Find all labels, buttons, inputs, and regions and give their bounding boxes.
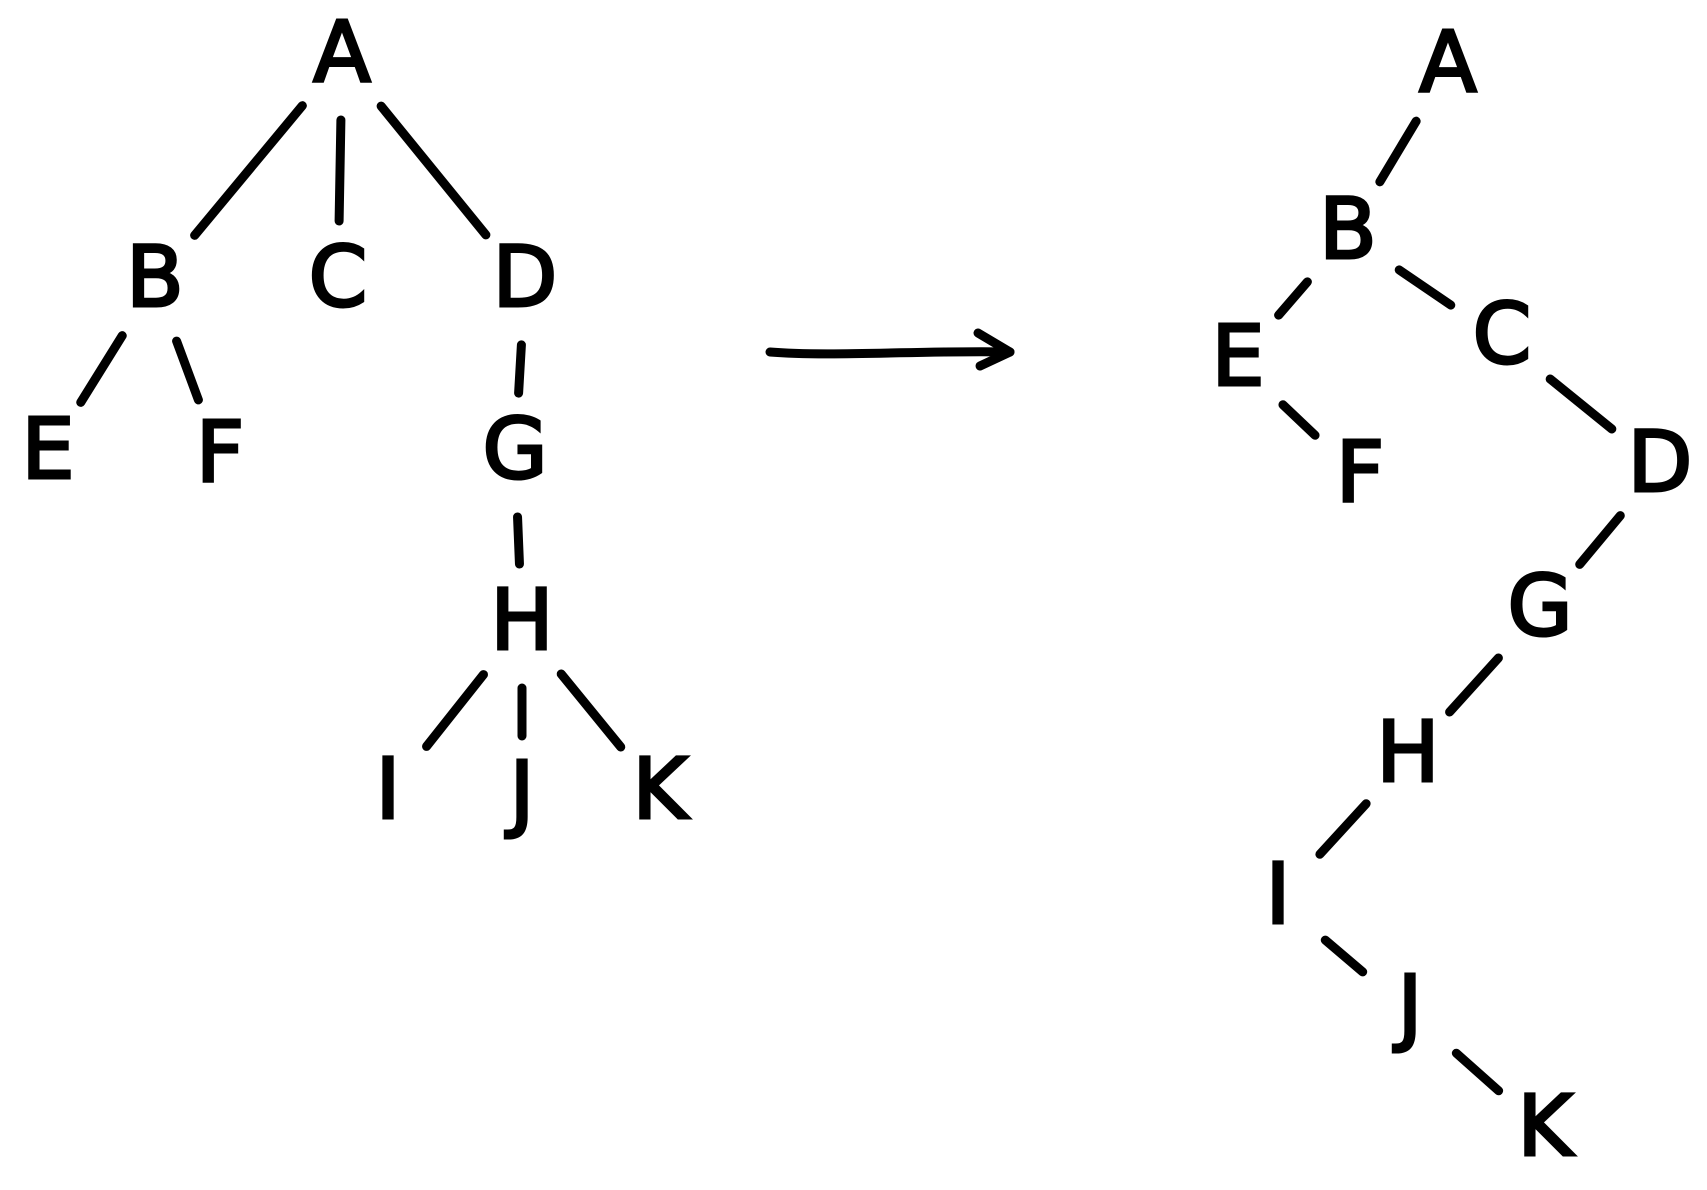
general-node-a: A [313,3,370,101]
binary-edge-b-e [1274,277,1312,320]
binary-edge-g-h [1445,653,1503,717]
general-node-j: J [505,743,535,841]
binary-node-h: H [1376,703,1439,801]
binary-edge-j-k [1451,1048,1504,1096]
binary-node-i: I [1266,845,1291,943]
general-node-e: E [21,400,74,498]
general-edge-b-e [76,331,127,407]
general-node-k: K [632,740,689,838]
general-edge-a-b [190,101,307,240]
binary-edge-i-j [1320,935,1368,977]
binary-edge-b-c [1394,265,1456,310]
binary-node-e: E [1211,307,1264,405]
general-edge-h-k [556,669,626,752]
binary-node-j: J [1393,957,1423,1055]
binary-edge-a-b [1375,116,1421,187]
general-node-d: D [493,228,558,326]
binary-node-d: D [1628,413,1693,511]
right-arrow-icon [765,328,1015,371]
binary-edge-c-d [1545,374,1617,434]
binary-edge-d-g [1575,511,1625,569]
general-node-f: F [196,403,244,501]
general-node-b: B [126,228,184,326]
binary-node-g: G [1507,557,1572,655]
general-edge-h-i [422,670,488,751]
binary-edge-e-f [1278,400,1320,440]
binary-node-f: F [1336,423,1384,521]
general-node-g: G [482,400,547,498]
general-edge-d-g [514,340,526,398]
binary-node-k: K [1517,1077,1574,1175]
general-edge-a-c [334,115,346,226]
general-node-i: I [376,740,401,838]
binary-edge-h-i [1315,799,1371,859]
general-node-c: C [309,228,368,326]
binary-node-a: A [1419,13,1476,111]
general-edge-g-h [513,512,524,569]
general-edge-a-d [376,101,491,240]
general-tree: A B C D E F GHI J K [20,1,691,842]
binary-node-b: B [1319,180,1377,278]
general-edge-b-f [172,336,203,405]
general-node-h: H [490,571,553,669]
binary-node-c: C [1473,285,1532,383]
